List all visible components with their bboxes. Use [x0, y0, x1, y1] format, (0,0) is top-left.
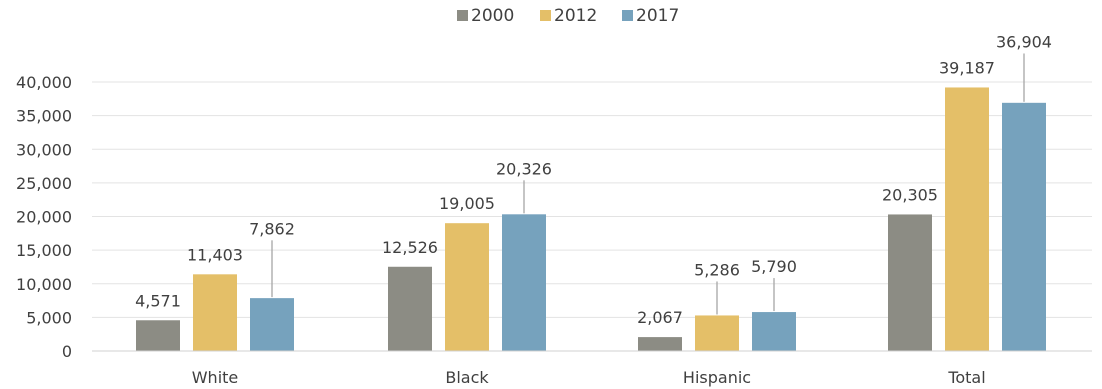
data-label: 4,571 [135, 291, 181, 310]
bar-total-2017 [1002, 102, 1046, 351]
x-category-label: White [192, 368, 239, 387]
data-label: 20,326 [496, 159, 552, 178]
legend-swatch-2012 [540, 10, 551, 21]
y-axis: 0 5,000 10,000 15,000 20,000 25,000 30,000 35,0… [16, 73, 72, 361]
bar-hispanic-2017 [752, 312, 796, 351]
y-tick-label: 10,000 [16, 275, 72, 294]
x-category-label: Black [445, 368, 489, 387]
bar-hispanic-2012 [695, 315, 739, 351]
bar-total-2012 [945, 87, 989, 352]
gridlines [92, 81, 1092, 318]
bar-white-2017 [250, 298, 294, 351]
y-tick-label: 25,000 [16, 174, 72, 193]
x-category-label: Total [947, 368, 985, 387]
y-tick-label: 40,000 [16, 73, 72, 92]
legend-swatch-2017 [622, 10, 633, 21]
bar-total-2000 [888, 214, 932, 351]
y-tick-label: 15,000 [16, 241, 72, 260]
legend-label-2012: 2012 [554, 6, 597, 26]
data-label: 19,005 [439, 194, 495, 213]
y-tick-label: 5,000 [26, 308, 72, 327]
data-label: 36,904 [996, 32, 1052, 51]
label-leader-lines [271, 53, 1025, 315]
data-label: 11,403 [187, 245, 243, 264]
y-tick-label: 20,000 [16, 208, 72, 227]
bar-hispanic-2000 [638, 337, 682, 351]
data-label: 7,862 [249, 219, 295, 238]
bar-white-2000 [136, 320, 180, 351]
bar-black-2012 [445, 223, 489, 351]
bars [136, 87, 1046, 352]
legend: 2000 2012 2017 [457, 6, 679, 26]
data-label: 2,067 [637, 308, 683, 327]
data-label: 12,526 [382, 238, 438, 257]
x-axis: White Black Hispanic Total [92, 350, 1092, 387]
x-category-label: Hispanic [683, 368, 751, 387]
legend-label-2017: 2017 [636, 6, 679, 26]
y-tick-label: 0 [62, 342, 72, 361]
data-label: 39,187 [939, 58, 995, 77]
data-label: 5,286 [694, 260, 740, 279]
bar-black-2017 [502, 214, 546, 351]
y-tick-label: 30,000 [16, 140, 72, 159]
data-label: 5,790 [751, 257, 797, 276]
legend-swatch-2000 [457, 10, 468, 21]
y-tick-label: 35,000 [16, 107, 72, 126]
legend-label-2000: 2000 [471, 6, 514, 26]
bar-black-2000 [388, 266, 432, 351]
bar-white-2012 [193, 274, 237, 351]
data-label: 20,305 [882, 185, 938, 204]
